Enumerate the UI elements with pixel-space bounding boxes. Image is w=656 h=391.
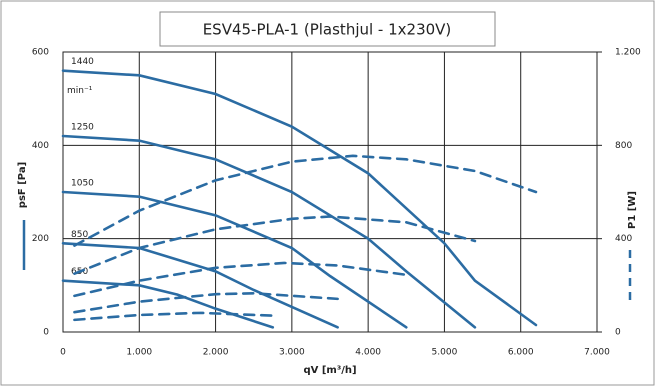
y2-axis-label: P1 [W] [627, 191, 638, 229]
plot-area [62, 51, 598, 333]
pressure-curve [61, 69, 538, 327]
y-tick-label: 400 [32, 141, 49, 151]
power-curve [73, 291, 339, 314]
power-curve [73, 215, 477, 275]
pressure-curve [61, 134, 477, 329]
power-curve [73, 311, 275, 322]
y2-tick-label: 1.200 [615, 48, 641, 58]
y2-tick-label: 400 [615, 234, 632, 244]
power-curve [73, 154, 538, 247]
y2-tick-label: 0 [615, 328, 621, 338]
y-axis-label: psF [Pa] [17, 162, 28, 208]
chart-title: ESV45-PLA-1 (Plasthjul - 1x230V) [203, 21, 452, 39]
unit-annotation: min⁻¹ [67, 86, 93, 96]
x-tick-label: 5.000 [432, 348, 458, 358]
y-tick-label: 600 [32, 48, 49, 58]
pressure-curve [61, 242, 339, 329]
x-tick-label: 2.000 [203, 348, 229, 358]
x-tick-label: 3.000 [279, 348, 305, 358]
pressure-curve [61, 190, 408, 329]
series-label: 1250 [71, 123, 94, 133]
y2-tick-label: 800 [615, 141, 632, 151]
x-axis-label: qV [m³/h] [303, 365, 356, 376]
y-tick-label: 0 [43, 328, 49, 338]
y-tick-label: 200 [32, 234, 49, 244]
x-tick-label: 0 [60, 348, 66, 358]
x-tick-label: 4.000 [355, 348, 381, 358]
series-label: 1440 [71, 57, 94, 67]
power-curve [73, 261, 408, 298]
x-tick-label: 1.000 [126, 348, 152, 358]
title-box [159, 11, 496, 47]
x-tick-label: 6.000 [508, 348, 534, 358]
series-label: 850 [71, 230, 88, 240]
series-label: 1050 [71, 179, 94, 189]
x-tick-label: 7.000 [584, 348, 610, 358]
